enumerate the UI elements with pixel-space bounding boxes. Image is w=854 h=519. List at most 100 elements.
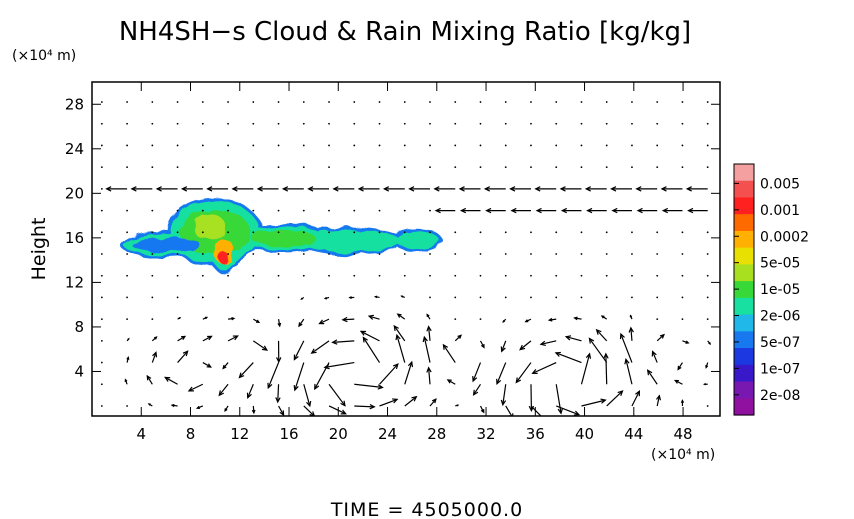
x-tick-label: 36 [526,425,545,443]
wind-dot [252,144,255,147]
wind-arrowhead [611,207,618,214]
wind-dot [479,253,482,255]
wind-vector [324,361,355,368]
wind-vector [164,376,178,385]
wind-arrowhead [483,186,491,192]
wind-arrowhead [164,376,171,382]
wind-dot [403,209,406,212]
wind-arrowhead [617,390,624,396]
colorbar-swatch [734,164,754,182]
wind-dot [656,101,659,103]
wind-arrowhead [509,186,516,192]
wind-arrowhead [500,399,507,407]
wind-dot [454,231,457,234]
wind-dot [227,296,229,299]
wind-dot [580,144,583,147]
wind-arrowhead [407,360,414,368]
wind-dot [681,274,684,277]
wind-vector [447,379,456,385]
wind-dot [100,361,103,364]
plot-frame [91,81,721,417]
wind-arrowhead [588,337,595,344]
wind-dot [126,253,128,255]
wind-arrowhead [646,369,653,376]
wind-arrowhead [426,366,432,373]
wind-dot [151,318,154,321]
wind-dot [252,296,255,299]
wind-arrowhead [195,405,200,410]
colorbar-swatch [734,331,754,349]
wind-arrowhead [182,350,189,357]
wind-arrowhead [610,186,617,192]
wind-arrowhead [586,207,593,214]
wind-vector [565,336,582,342]
wind-arrowhead [340,409,347,415]
wind-arrowhead [277,322,282,328]
wind-dot [100,296,103,299]
wind-dot [580,274,583,277]
wind-dot [454,318,457,321]
wind-arrowhead [377,384,384,390]
wind-dot [479,166,482,169]
wind-dot [605,144,608,147]
colorbar-label: 0.001 [760,203,800,219]
wind-arrowhead [426,325,432,332]
wind-vector [580,353,591,385]
wind-dot [580,101,583,103]
wind-arrowhead [267,382,273,390]
wind-arrowhead [232,335,239,341]
wind-arrowhead [459,207,467,214]
wind-vector [202,335,212,342]
wind-arrowhead [603,352,609,359]
wind-arrowhead [635,390,641,397]
y-tick-label: 28 [65,95,84,113]
wind-dot [100,253,103,255]
wind-dot [100,101,103,103]
wind-dot [530,122,532,125]
wind-vector [294,362,305,391]
time-label: TIME = 4505000.0 [330,499,523,519]
wind-vector [227,335,238,342]
wind-dot [353,231,356,234]
wind-vector [328,405,346,415]
wind-dot [504,122,507,125]
wind-arrowhead [496,378,502,386]
wind-dot [277,296,280,299]
wind-dot [277,166,280,169]
wind-arrowhead [152,351,158,358]
wind-dot [378,274,381,277]
wind-dot [681,231,684,234]
wind-dot [555,166,558,169]
wind-dot [580,122,583,125]
wind-arrowhead [500,346,506,353]
wind-arrowhead [431,398,437,404]
wind-vector [202,362,212,368]
wind-arrowhead [392,363,399,370]
wind-dot [151,231,154,234]
wind-dot [277,122,280,125]
wind-arrowhead [293,385,299,392]
wind-dot [656,318,659,321]
wind-dot [530,296,532,299]
wind-arrowhead [341,316,348,323]
wind-dot [126,144,128,147]
wind-arrowhead [680,399,685,403]
wind-vector [606,390,623,407]
wind-arrowhead [705,365,709,369]
cloud-region [310,233,391,249]
wind-vector [360,330,380,342]
wind-dot [454,101,457,103]
wind-dot [277,101,280,103]
wind-vector [656,334,665,342]
wind-arrowhead [206,363,212,368]
wind-vector [303,384,311,407]
colorbar-label: 5e-07 [760,335,800,351]
wind-arrowhead [231,186,238,192]
wind-dot [429,231,431,234]
wind-arrowhead [502,320,505,323]
wind-arrowhead [515,377,522,384]
wind-dot [530,253,532,255]
wind-arrowhead [332,186,339,192]
wind-arrowhead [306,400,312,408]
wind-arrowhead [426,313,430,318]
